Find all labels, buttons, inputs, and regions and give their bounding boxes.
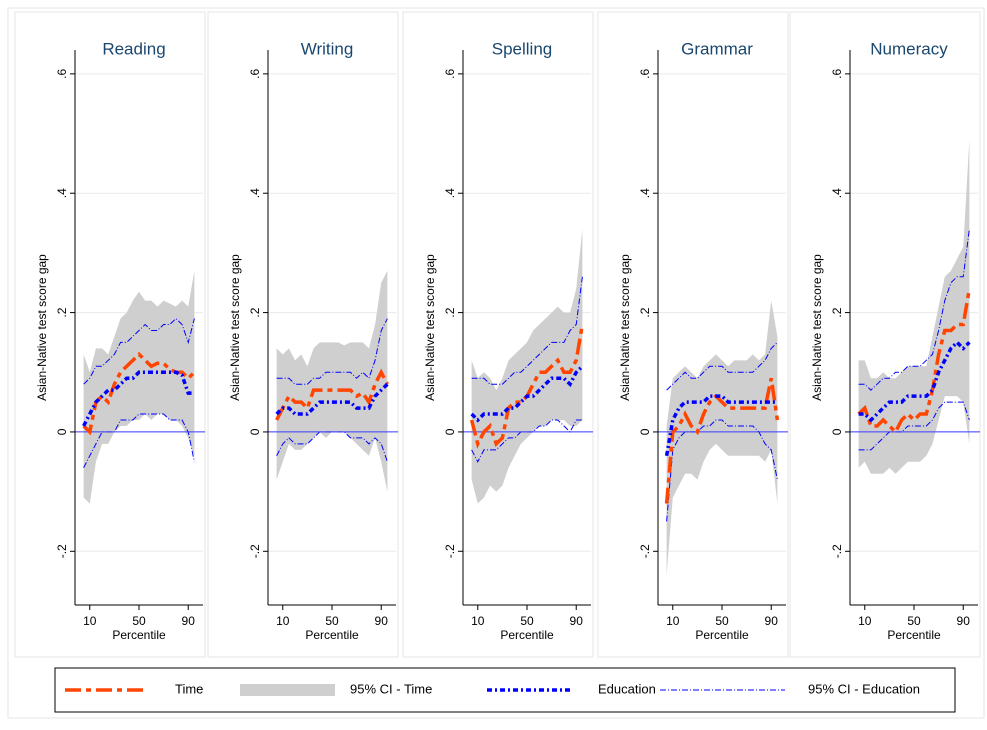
- y-tick-label: .2: [443, 307, 457, 317]
- y-tick-label: .4: [830, 188, 844, 198]
- y-tick-label: .2: [830, 307, 844, 317]
- y-tick-label: -.2: [830, 544, 844, 558]
- panel-title: Grammar: [681, 39, 753, 58]
- y-tick-label: -.2: [55, 544, 69, 558]
- panel-title: Spelling: [492, 39, 553, 58]
- y-tick-label: .2: [638, 307, 652, 317]
- panel-title: Writing: [301, 39, 354, 58]
- x-axis-label: Percentile: [500, 628, 554, 642]
- x-axis-label: Percentile: [305, 628, 359, 642]
- x-axis-label: Percentile: [887, 628, 941, 642]
- y-tick-label: .4: [638, 188, 652, 198]
- y-axis-label: Asian-Native test score gap: [35, 254, 49, 401]
- y-tick-label: 0: [638, 428, 652, 435]
- panel-border: [597, 11, 789, 658]
- line: [275, 368, 389, 421]
- y-axis-label: Asian-Native test score gap: [810, 254, 824, 401]
- line: [470, 365, 584, 423]
- ci-band: [858, 139, 970, 474]
- legend-label: Education: [598, 681, 656, 696]
- x-tick-label: 90: [765, 614, 779, 628]
- line: [664, 377, 780, 504]
- panel-title: Reading: [102, 39, 165, 58]
- x-tick-label: 10: [858, 614, 872, 628]
- ci-lower-line: [83, 413, 195, 468]
- ci-band: [471, 229, 583, 504]
- y-tick-label: .2: [248, 307, 262, 317]
- line: [82, 370, 195, 427]
- x-tick-label: 10: [666, 614, 680, 628]
- line: [858, 339, 971, 423]
- y-tick-label: .4: [248, 188, 262, 198]
- legend-label: 95% CI - Time: [350, 681, 432, 696]
- x-axis-label: Percentile: [695, 628, 749, 642]
- ci-upper-line: [858, 228, 970, 391]
- line: [857, 288, 972, 435]
- x-tick-label: 10: [276, 614, 290, 628]
- x-tick-label: 50: [132, 614, 146, 628]
- y-tick-label: -.2: [248, 544, 262, 558]
- x-tick-label: 90: [957, 614, 971, 628]
- ci-upper-line: [666, 342, 778, 391]
- y-tick-label: 0: [55, 428, 69, 435]
- legend-label: Time: [175, 681, 203, 696]
- ci-band: [666, 300, 778, 576]
- y-tick-label: .6: [443, 69, 457, 79]
- y-tick-label: .4: [55, 188, 69, 198]
- y-tick-label: .2: [55, 307, 69, 317]
- panel-title: Numeracy: [870, 39, 948, 58]
- y-tick-label: 0: [443, 428, 457, 435]
- x-tick-label: 50: [715, 614, 729, 628]
- x-tick-label: 10: [471, 614, 485, 628]
- panel-border: [207, 11, 399, 658]
- ci-upper-line: [471, 276, 583, 385]
- ci-band: [83, 270, 195, 504]
- y-tick-label: .6: [830, 69, 844, 79]
- x-axis-label: Percentile: [112, 628, 166, 642]
- y-tick-label: -.2: [443, 544, 457, 558]
- ci-upper-line: [83, 317, 195, 385]
- y-tick-label: 0: [248, 428, 262, 435]
- y-tick-label: .6: [248, 69, 262, 79]
- x-tick-label: 50: [325, 614, 339, 628]
- y-axis-label: Asian-Native test score gap: [228, 254, 242, 401]
- legend-swatch: [240, 684, 335, 696]
- ci-band: [276, 270, 388, 492]
- y-axis-label: Asian-Native test score gap: [423, 254, 437, 401]
- x-tick-label: 10: [83, 614, 97, 628]
- x-tick-label: 90: [375, 614, 389, 628]
- y-tick-label: -.2: [638, 544, 652, 558]
- y-tick-label: .6: [55, 69, 69, 79]
- y-tick-label: .4: [443, 188, 457, 198]
- y-tick-label: .6: [638, 69, 652, 79]
- x-tick-label: 90: [570, 614, 584, 628]
- legend-label: 95% CI - Education: [808, 681, 920, 696]
- x-tick-label: 50: [520, 614, 534, 628]
- y-axis-label: Asian-Native test score gap: [618, 254, 632, 401]
- ci-lower-line: [276, 431, 388, 462]
- x-tick-label: 50: [907, 614, 921, 628]
- ci-lower-line: [858, 401, 970, 451]
- y-tick-label: 0: [830, 428, 844, 435]
- line: [275, 382, 389, 416]
- x-tick-label: 90: [182, 614, 196, 628]
